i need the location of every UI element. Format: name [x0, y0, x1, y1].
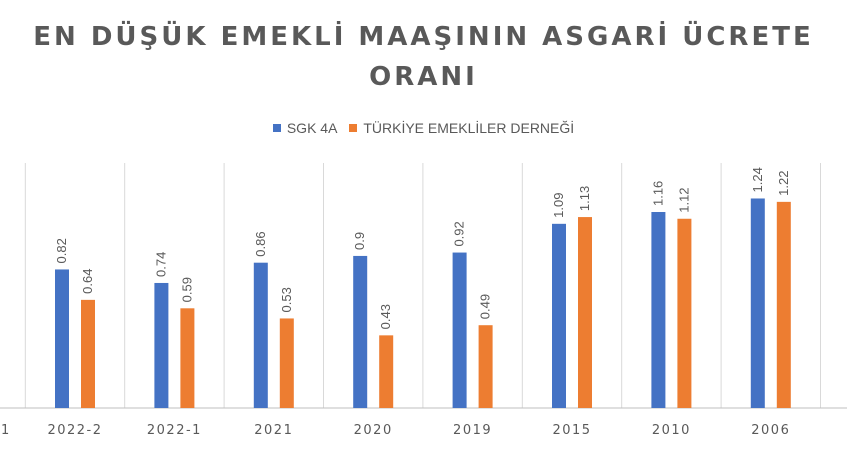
bar: [552, 223, 566, 408]
bar: [478, 325, 493, 408]
data-label: 0.64: [80, 269, 95, 294]
data-label: 0.74: [153, 252, 168, 277]
legend-label-ted: TÜRKİYE EMEKLİLER DERNEĞİ: [363, 120, 575, 136]
bar: [776, 201, 791, 408]
x-tick-label: 2020: [354, 423, 393, 438]
bar: [578, 217, 592, 408]
bar: [750, 198, 765, 408]
data-label: 1.16: [650, 181, 665, 206]
data-label: 1.13: [577, 186, 592, 211]
bar: [279, 318, 294, 408]
bar: [81, 299, 95, 408]
data-label: 0.86: [253, 231, 268, 256]
data-label: 0.53: [279, 287, 294, 312]
chart-title-line-1: EN DÜŞÜK EMEKLİ MAAŞININ ASGARİ ÜCRETE: [33, 22, 814, 52]
bar: [253, 262, 268, 408]
data-label: 0.59: [179, 277, 194, 302]
data-label: 1.12: [676, 187, 691, 212]
bar: [154, 282, 169, 408]
x-tick-label: 2021: [254, 423, 293, 438]
x-tick-label: 2022-2: [47, 423, 102, 438]
bar: [379, 335, 394, 408]
bar: [55, 269, 69, 408]
data-label: 0.82: [54, 238, 69, 263]
bar: [353, 255, 368, 408]
x-tick-label: 2015: [552, 423, 591, 438]
data-label: 0.9: [352, 232, 367, 250]
x-tick-label: 2019: [453, 423, 492, 438]
x-tick-label: 2006: [751, 423, 790, 438]
bar: [651, 212, 666, 408]
bar: [180, 308, 195, 408]
legend-item-ted: TÜRKİYE EMEKLİLER DERNEĞİ: [349, 120, 574, 136]
x-tick-label: 2022-1: [147, 423, 202, 438]
chart-legend: SGK 4A TÜRKİYE EMEKLİLER DERNEĞİ: [0, 120, 847, 136]
legend-swatch-ted: [349, 124, 358, 132]
legend-label-sgk: SGK 4A: [286, 120, 338, 136]
bar: [677, 218, 692, 408]
legend-item-sgk: SGK 4A: [272, 120, 338, 136]
bar: [452, 252, 467, 408]
data-label: 0.92: [452, 221, 467, 246]
x-tick-label-cut: 1: [1, 423, 11, 438]
data-label: 1.24: [750, 167, 765, 192]
x-tick-label: 2010: [652, 423, 691, 438]
chart-title-line-2: ORANI: [369, 62, 478, 92]
data-label: 1.22: [776, 171, 791, 196]
data-label: 1.09: [551, 193, 566, 218]
legend-swatch-sgk: [272, 124, 281, 132]
data-label: 0.43: [378, 304, 393, 329]
data-label: 0.49: [478, 294, 493, 319]
